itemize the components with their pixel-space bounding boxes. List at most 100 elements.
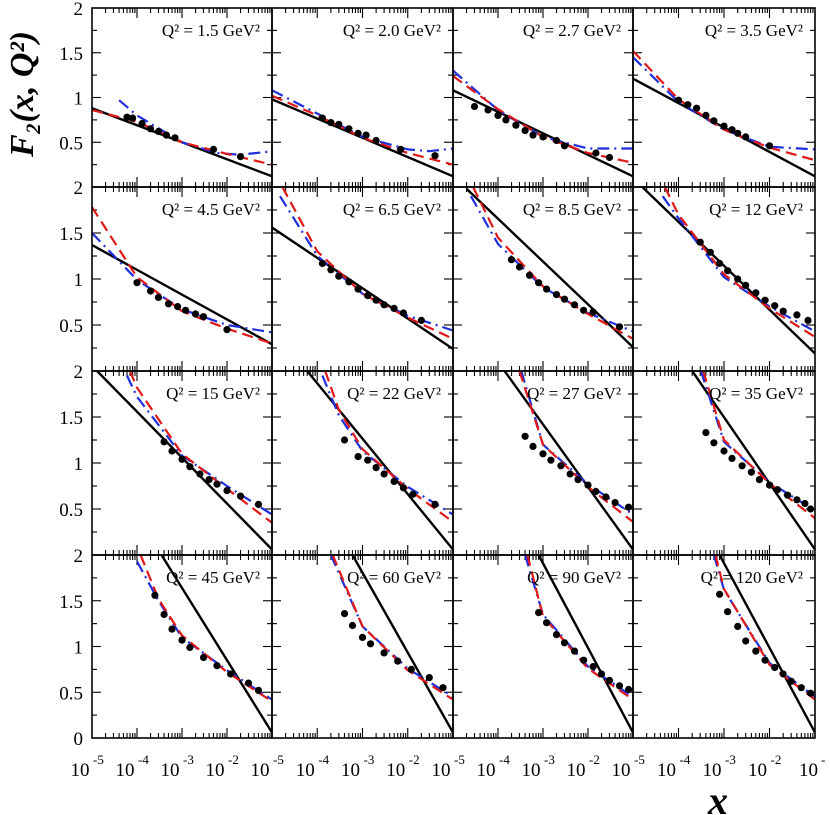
y-tick-label: 0.5 bbox=[59, 683, 83, 704]
data-point bbox=[787, 677, 795, 685]
data-point bbox=[327, 119, 335, 127]
data-point bbox=[168, 447, 176, 455]
panel-curves bbox=[465, 187, 633, 348]
data-point bbox=[129, 114, 137, 122]
data-point bbox=[771, 663, 779, 672]
data-point bbox=[348, 621, 357, 630]
x-tick-label-exponent: -2 bbox=[409, 752, 420, 767]
data-point bbox=[543, 619, 551, 627]
data-point bbox=[755, 476, 764, 484]
x-tick-label-base: 10 bbox=[296, 760, 315, 781]
data-point bbox=[254, 686, 263, 695]
x-tick-label-exponent: -2 bbox=[228, 752, 239, 767]
data-point bbox=[574, 476, 582, 484]
black-solid-curve bbox=[351, 555, 453, 734]
data-point bbox=[793, 311, 801, 319]
black-solid-curve bbox=[537, 555, 633, 734]
data-point bbox=[702, 429, 710, 437]
panel-curves bbox=[503, 371, 633, 551]
data-point bbox=[146, 125, 155, 133]
q2-label: Q² = 27 GeV² bbox=[527, 384, 621, 403]
x-tick-label-base: 10 bbox=[657, 760, 676, 781]
data-point bbox=[560, 142, 569, 150]
y-tick-label: 1 bbox=[74, 638, 84, 659]
x-tick-labels: 10-510-410-310-210-510-410-310-210-510-4… bbox=[71, 752, 826, 781]
data-point bbox=[693, 104, 701, 112]
red-dashed-curve bbox=[633, 50, 815, 162]
data-point bbox=[417, 316, 425, 324]
red-dashed-curve bbox=[663, 187, 815, 338]
data-point bbox=[525, 271, 534, 279]
data-point bbox=[380, 649, 388, 657]
data-point bbox=[470, 102, 479, 111]
data-point bbox=[164, 300, 173, 308]
panel-curves bbox=[691, 371, 815, 551]
black-solid-curve bbox=[306, 371, 453, 551]
data-point bbox=[674, 96, 683, 104]
data-point bbox=[168, 625, 176, 633]
panel-5: Q² = 4.5 GeV² bbox=[91, 186, 273, 372]
panel-curves bbox=[92, 206, 272, 346]
blue-dash-dot-curve bbox=[469, 195, 633, 333]
data-point bbox=[123, 113, 131, 121]
data-point bbox=[431, 500, 439, 508]
red-dashed-curve bbox=[526, 555, 633, 701]
x-tick-label-base: 10 bbox=[386, 760, 405, 781]
data-point bbox=[394, 657, 402, 665]
data-point bbox=[765, 142, 774, 150]
data-point bbox=[364, 292, 372, 300]
data-point bbox=[439, 684, 447, 692]
black-solid-curve bbox=[272, 226, 453, 350]
data-point bbox=[345, 278, 353, 286]
data-point bbox=[710, 117, 718, 125]
x-tick-label-exponent: -4 bbox=[499, 752, 510, 767]
data-point bbox=[318, 114, 326, 122]
panel-13: Q² = 45 GeV² bbox=[91, 554, 273, 739]
data-point bbox=[761, 296, 769, 304]
data-point bbox=[191, 310, 200, 318]
data-point bbox=[728, 454, 736, 462]
data-point bbox=[539, 450, 547, 458]
data-point bbox=[529, 131, 537, 139]
q2-label: Q² = 12 GeV² bbox=[709, 200, 803, 219]
data-point bbox=[380, 301, 388, 309]
red-dashed-curve bbox=[453, 75, 633, 164]
data-point bbox=[535, 609, 543, 617]
panel-16: Q² = 120 GeV² bbox=[632, 554, 816, 739]
data-point bbox=[592, 149, 600, 157]
data-point bbox=[372, 464, 380, 472]
red-dashed-curve bbox=[518, 371, 633, 523]
panel-curves bbox=[96, 371, 272, 551]
data-point bbox=[484, 106, 492, 114]
data-point bbox=[358, 633, 367, 642]
red-dashed-curve bbox=[324, 371, 453, 523]
data-point bbox=[186, 463, 194, 471]
data-point bbox=[615, 323, 624, 331]
panel-curves bbox=[136, 555, 272, 734]
y-tick-label: 0 bbox=[74, 729, 84, 750]
panel-3: Q² = 2.7 GeV² bbox=[452, 7, 634, 188]
black-solid-curve bbox=[718, 555, 815, 734]
x-tick-label-exponent: -3 bbox=[725, 752, 736, 767]
q2-label: Q² = 22 GeV² bbox=[347, 384, 441, 403]
data-point bbox=[380, 470, 388, 478]
x-tick-label-exponent: -4 bbox=[680, 752, 691, 767]
data-point bbox=[407, 665, 415, 674]
data-point bbox=[742, 637, 750, 645]
data-point bbox=[340, 610, 349, 618]
x-tick-label-exponent: -5 bbox=[454, 752, 465, 767]
data-point bbox=[318, 259, 326, 267]
data-point bbox=[174, 303, 182, 311]
y-tick-label: 2 bbox=[74, 178, 84, 199]
black-solid-curve bbox=[160, 555, 272, 734]
black-solid-curve bbox=[92, 243, 272, 346]
red-dashed-curve bbox=[272, 94, 453, 166]
data-point bbox=[335, 120, 343, 128]
data-point bbox=[209, 145, 218, 153]
panel-10: Q² = 22 GeV² bbox=[271, 370, 454, 556]
data-point bbox=[706, 248, 714, 256]
data-point bbox=[779, 670, 787, 678]
data-point bbox=[236, 153, 245, 161]
data-point bbox=[724, 267, 732, 275]
x-tick-label-exponent: -3 bbox=[364, 752, 375, 767]
